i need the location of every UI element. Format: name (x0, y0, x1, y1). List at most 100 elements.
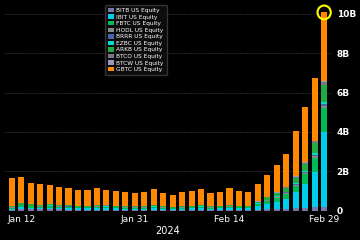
Bar (245, 192, 252, 206)
Bar (321, 207, 327, 210)
Bar (170, 195, 176, 207)
Bar (37, 208, 43, 210)
Bar (160, 193, 166, 206)
Bar (160, 208, 166, 209)
Bar (274, 196, 280, 197)
Bar (226, 188, 233, 205)
Bar (321, 106, 327, 108)
Bar (207, 209, 213, 210)
Bar (179, 209, 185, 210)
Bar (56, 205, 62, 206)
Bar (9, 209, 15, 210)
Bar (283, 187, 289, 188)
Bar (293, 208, 299, 210)
Bar (170, 208, 176, 209)
Bar (312, 158, 318, 172)
Bar (179, 192, 185, 206)
Bar (302, 208, 308, 210)
Bar (132, 208, 138, 209)
Bar (141, 208, 147, 209)
Bar (245, 207, 252, 208)
Bar (264, 197, 270, 200)
Bar (274, 197, 280, 198)
Bar (18, 177, 24, 203)
Bar (94, 207, 100, 208)
Bar (302, 173, 308, 174)
Bar (122, 206, 129, 207)
Bar (28, 183, 34, 204)
Bar (226, 205, 233, 206)
Bar (321, 132, 327, 207)
Bar (28, 206, 34, 208)
Bar (151, 208, 157, 210)
Bar (236, 206, 242, 207)
Bar (264, 201, 270, 204)
Bar (160, 209, 166, 210)
Bar (226, 208, 233, 210)
Bar (9, 207, 15, 208)
Bar (293, 176, 299, 177)
Bar (293, 184, 299, 185)
Bar (236, 207, 242, 208)
Bar (321, 104, 327, 106)
Bar (103, 190, 109, 205)
Bar (132, 193, 138, 206)
Bar (56, 208, 62, 210)
Bar (189, 208, 195, 210)
Bar (46, 206, 53, 208)
Bar (226, 207, 233, 208)
Bar (302, 162, 308, 163)
Bar (264, 209, 270, 210)
Bar (103, 207, 109, 208)
Bar (56, 206, 62, 207)
Bar (312, 155, 318, 156)
Bar (293, 185, 299, 186)
Bar (236, 208, 242, 210)
Bar (122, 208, 129, 209)
Bar (66, 188, 72, 205)
Bar (312, 207, 318, 210)
Bar (264, 204, 270, 209)
Bar (75, 190, 81, 206)
Bar (283, 194, 289, 199)
Bar (37, 207, 43, 208)
Bar (312, 172, 318, 207)
Bar (113, 208, 119, 210)
Bar (312, 78, 318, 141)
Bar (283, 209, 289, 210)
Bar (264, 200, 270, 201)
Bar (321, 84, 327, 102)
Bar (274, 198, 280, 202)
Bar (302, 164, 308, 171)
Bar (245, 206, 252, 207)
Bar (84, 207, 91, 208)
Bar (94, 208, 100, 210)
Bar (217, 206, 223, 207)
Bar (122, 192, 129, 206)
Bar (103, 208, 109, 210)
Bar (236, 191, 242, 206)
Bar (179, 208, 185, 209)
Bar (255, 204, 261, 206)
Bar (151, 205, 157, 206)
Bar (132, 209, 138, 210)
Bar (189, 206, 195, 207)
Bar (84, 190, 91, 206)
Bar (312, 156, 318, 158)
Bar (198, 189, 204, 205)
Bar (94, 188, 100, 205)
Bar (46, 185, 53, 204)
Bar (198, 208, 204, 210)
Bar (293, 131, 299, 176)
Bar (264, 175, 270, 197)
Bar (141, 209, 147, 210)
Bar (283, 188, 289, 192)
Bar (283, 154, 289, 187)
Bar (141, 192, 147, 206)
Bar (113, 206, 119, 207)
Bar (274, 209, 280, 210)
Bar (37, 206, 43, 207)
Bar (9, 206, 15, 207)
X-axis label: 2024: 2024 (156, 226, 180, 236)
Bar (207, 193, 213, 206)
